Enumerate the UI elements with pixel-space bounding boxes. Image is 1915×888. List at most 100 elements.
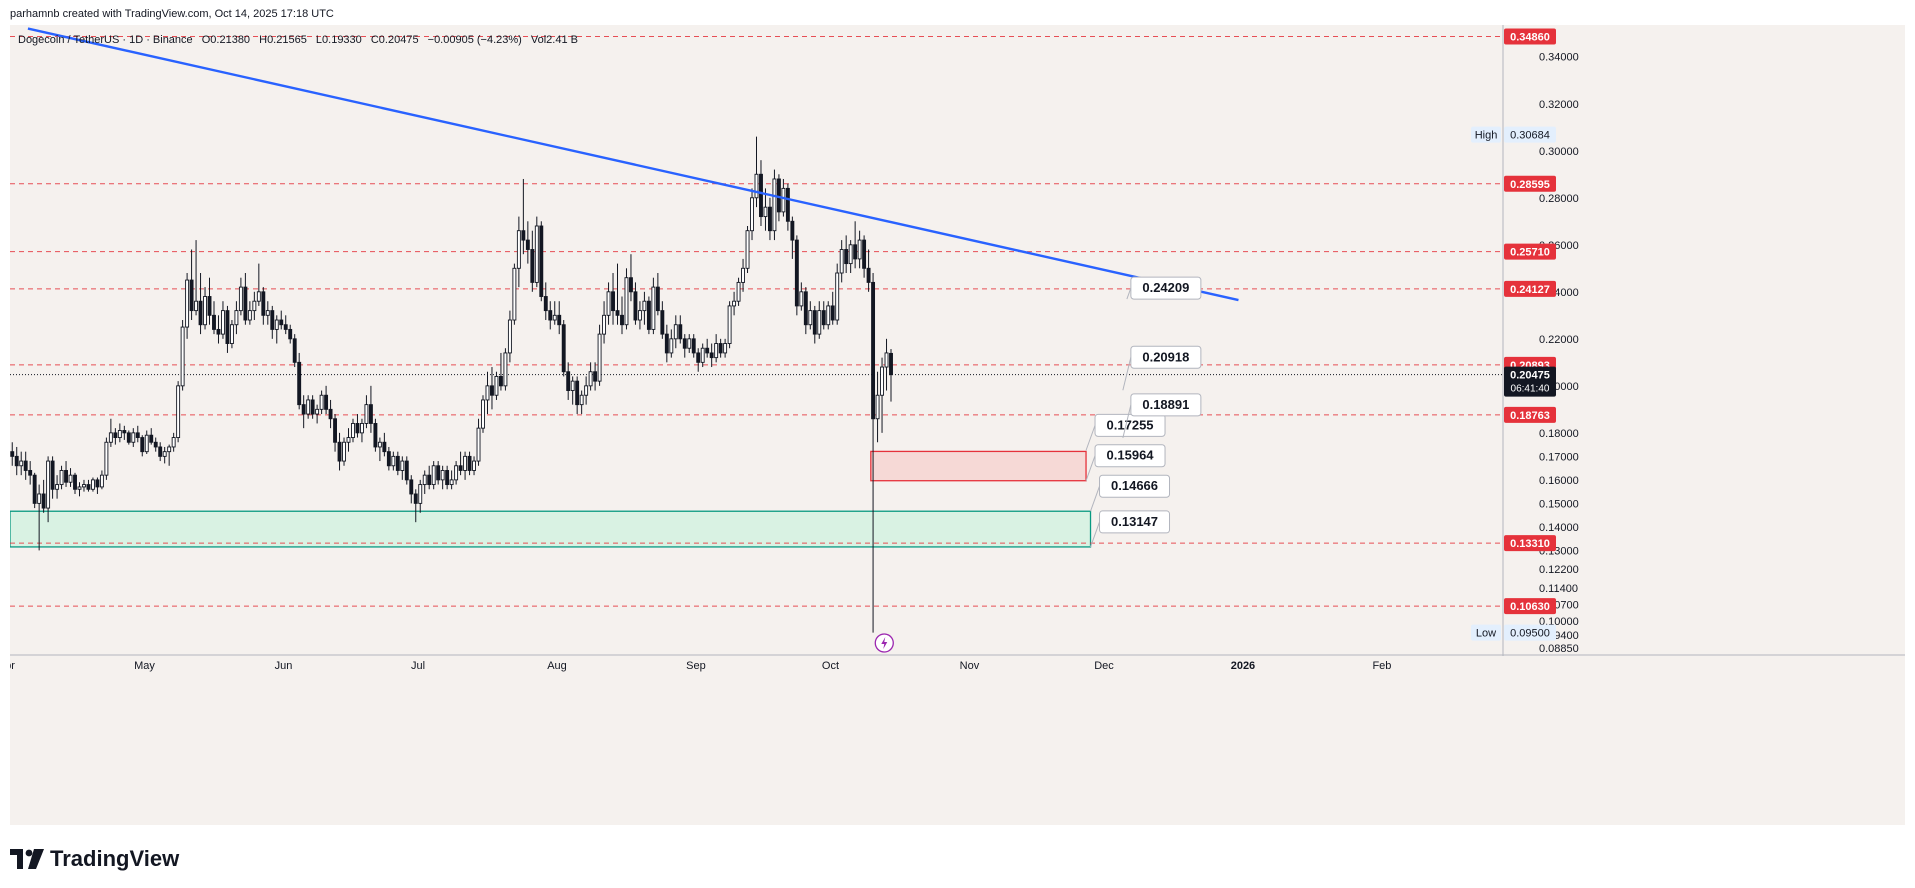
candle-body[interactable]: [404, 460, 409, 481]
candle-body[interactable]: [342, 441, 346, 462]
candle-body[interactable]: [709, 352, 714, 359]
candle-body[interactable]: [99, 474, 104, 488]
candle-body[interactable]: [126, 432, 131, 443]
candle-body[interactable]: [400, 460, 405, 471]
candle-body[interactable]: [498, 375, 503, 387]
level-price-badge[interactable]: [1504, 280, 1556, 297]
candle-body[interactable]: [28, 470, 33, 476]
current-price-badge[interactable]: [1504, 366, 1556, 397]
candle-body[interactable]: [602, 314, 607, 335]
candle-body[interactable]: [153, 441, 158, 448]
candle-body[interactable]: [59, 470, 64, 486]
candle-body[interactable]: [333, 418, 338, 443]
candle-body[interactable]: [575, 380, 580, 406]
candle-body[interactable]: [516, 230, 521, 269]
candle-body[interactable]: [364, 404, 369, 424]
candle-body[interactable]: [198, 300, 203, 326]
candle-body[interactable]: [557, 314, 562, 326]
candle-body[interactable]: [700, 347, 705, 363]
candle-body[interactable]: [131, 432, 136, 443]
candle-body[interactable]: [37, 493, 42, 504]
candle-body[interactable]: [615, 310, 620, 316]
candle-body[interactable]: [207, 296, 212, 316]
candle-body[interactable]: [696, 352, 701, 363]
candle-body[interactable]: [750, 197, 754, 232]
level-price-badge[interactable]: [1504, 243, 1556, 260]
candle-body[interactable]: [548, 310, 553, 321]
candle-body[interactable]: [108, 432, 113, 443]
candle-body[interactable]: [283, 324, 288, 330]
candle-body[interactable]: [324, 394, 329, 410]
candle-body[interactable]: [431, 465, 436, 486]
candle-body[interactable]: [229, 324, 234, 344]
candle-body[interactable]: [525, 239, 530, 250]
candle-body[interactable]: [234, 310, 239, 326]
candle-body[interactable]: [808, 310, 813, 326]
candle-body[interactable]: [490, 385, 494, 396]
candle-body[interactable]: [472, 460, 476, 471]
level-price-badge[interactable]: [1504, 28, 1556, 45]
candle-body[interactable]: [117, 430, 122, 439]
candle-body[interactable]: [664, 333, 669, 354]
candle-body[interactable]: [315, 408, 320, 415]
candle-body[interactable]: [539, 225, 544, 297]
candle-body[interactable]: [494, 375, 499, 396]
trendline-value-callout[interactable]: 0.24209: [1126, 276, 1202, 300]
tradingview-logo[interactable]: TradingView: [10, 846, 179, 872]
candle-body[interactable]: [669, 338, 674, 354]
symbol-name[interactable]: Dogecoin / TetherUS · 1D · Binance: [18, 34, 193, 46]
candle-body[interactable]: [252, 300, 257, 312]
candle-body[interactable]: [785, 187, 790, 222]
candle-body[interactable]: [593, 371, 598, 382]
candle-body[interactable]: [561, 324, 566, 373]
candle-body[interactable]: [180, 326, 185, 387]
candle-body[interactable]: [95, 479, 100, 488]
candle-body[interactable]: [216, 328, 221, 335]
candle-body[interactable]: [288, 328, 293, 340]
candle-body[interactable]: [82, 484, 86, 488]
candle-body[interactable]: [238, 286, 243, 312]
candle-body[interactable]: [552, 314, 557, 321]
candle-body[interactable]: [261, 291, 266, 316]
candle-body[interactable]: [86, 484, 91, 490]
candle-body[interactable]: [243, 286, 248, 321]
candle-body[interactable]: [306, 399, 311, 415]
candle-body[interactable]: [736, 281, 741, 302]
candle-body[interactable]: [759, 173, 763, 218]
candle-body[interactable]: [705, 347, 710, 354]
candle-body[interactable]: [588, 371, 593, 387]
candle-body[interactable]: [862, 239, 867, 269]
candle-body[interactable]: [633, 291, 638, 321]
candle-body[interactable]: [821, 310, 826, 326]
candle-body[interactable]: [875, 394, 880, 420]
candle-body[interactable]: [144, 434, 149, 453]
candle-body[interactable]: [503, 352, 508, 387]
candle-body[interactable]: [265, 310, 270, 316]
candle-body[interactable]: [624, 277, 629, 326]
candle-body[interactable]: [135, 432, 140, 439]
candle-body[interactable]: [440, 470, 445, 481]
candle-body[interactable]: [360, 423, 364, 434]
candle-body[interactable]: [10, 451, 15, 457]
candle-body[interactable]: [185, 279, 190, 328]
candle-body[interactable]: [611, 291, 615, 312]
candle-body[interactable]: [682, 338, 687, 349]
candle-body[interactable]: [799, 291, 804, 307]
candle-body[interactable]: [579, 394, 584, 406]
candle-body[interactable]: [346, 437, 351, 443]
candle-body[interactable]: [162, 451, 167, 457]
price-callout[interactable]: 0.20918: [1122, 345, 1202, 391]
candle-body[interactable]: [521, 230, 526, 241]
candle-body[interactable]: [507, 319, 512, 354]
candle-body[interactable]: [848, 244, 853, 265]
order-block[interactable]: [870, 450, 1087, 482]
candle-body[interactable]: [512, 267, 517, 321]
candle-body[interactable]: [606, 291, 611, 316]
candle-body[interactable]: [857, 239, 862, 260]
candle-body[interactable]: [481, 399, 485, 429]
candle-body[interactable]: [77, 486, 82, 490]
candle-body[interactable]: [673, 324, 678, 340]
candle-body[interactable]: [194, 300, 199, 312]
candle-body[interactable]: [122, 430, 127, 434]
candle-body[interactable]: [768, 206, 772, 232]
